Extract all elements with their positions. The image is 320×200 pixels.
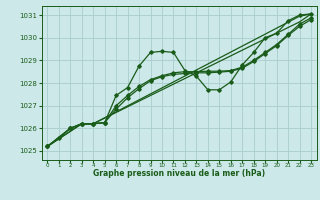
X-axis label: Graphe pression niveau de la mer (hPa): Graphe pression niveau de la mer (hPa) bbox=[93, 169, 265, 178]
